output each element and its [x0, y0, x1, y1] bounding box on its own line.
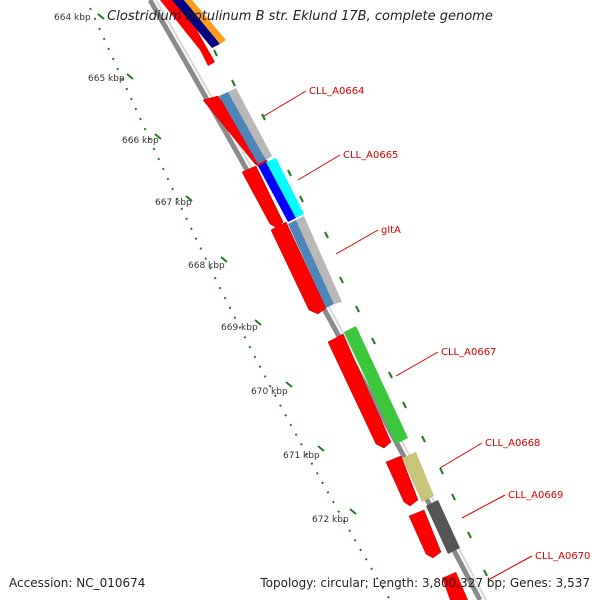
feature-track-dashes: [189, 5, 488, 577]
gene-arrow-6: [408, 509, 442, 559]
scale-track: [89, 7, 391, 600]
bar-steelblue-2: [288, 220, 334, 308]
tick-label-671: 671 kbp: [283, 451, 320, 461]
gene-arrow-5: [385, 455, 419, 507]
map-title: Clostridium botulinum B str. Eklund 17B,…: [107, 9, 493, 24]
tick-label-665: 665 kbp: [88, 74, 125, 84]
scale-tick-marks: [97, 13, 357, 515]
tick-label-669: 669 kbp: [221, 323, 258, 333]
gene-arrow-4: [327, 333, 392, 449]
bar-blue: [258, 162, 296, 222]
bar-khaki: [402, 452, 434, 502]
gene-label-leaders: [263, 90, 533, 581]
gene-arrow-7: [442, 572, 468, 600]
gene-label-cll-a0664[interactable]: CLL_A0664: [309, 86, 364, 97]
bar-silver-1: [228, 88, 272, 160]
topology-label: Topology: circular; Length: 3,800,327 bp…: [260, 576, 590, 590]
bar-steelblue-1: [219, 92, 266, 164]
tick-label-668: 668 kbp: [188, 261, 225, 271]
gene-label-cll-a0667[interactable]: CLL_A0667: [441, 347, 496, 358]
bar-orange: [184, 0, 226, 44]
tick-label-670: 670 kbp: [251, 387, 288, 397]
forward-genes: [160, 0, 468, 600]
gene-label-cll-a0668[interactable]: CLL_A0668: [485, 438, 540, 449]
gene-label-glta[interactable]: gltA: [381, 225, 401, 236]
bar-silver-2: [296, 216, 342, 304]
bar-cyan: [266, 158, 304, 218]
bar-darkgray: [426, 500, 460, 554]
tick-label-664: 664 kbp: [54, 13, 91, 23]
feature-bars: [172, 0, 460, 554]
tick-label-666: 666 kbp: [122, 136, 159, 146]
gene-arrow-0: [160, 0, 215, 66]
tick-label-672: 672 kbp: [312, 515, 349, 525]
accession-label: Accession: NC_010674: [9, 576, 146, 590]
gene-label-cll-a0670[interactable]: CLL_A0670: [535, 551, 590, 562]
gene-label-cll-a0669[interactable]: CLL_A0669: [508, 490, 563, 501]
gene-arrow-3: [270, 221, 327, 315]
bar-green: [344, 326, 408, 444]
tick-label-667: 667 kbp: [155, 198, 192, 208]
gene-label-cll-a0665[interactable]: CLL_A0665: [343, 150, 398, 161]
gene-labels: CLL_A0664 CLL_A0665 gltA CLL_A0667 CLL_A…: [309, 86, 590, 562]
bar-navy: [172, 0, 220, 48]
scale-tick-labels: 664 kbp 665 kbp 666 kbp 667 kbp 668 kbp …: [54, 13, 349, 525]
